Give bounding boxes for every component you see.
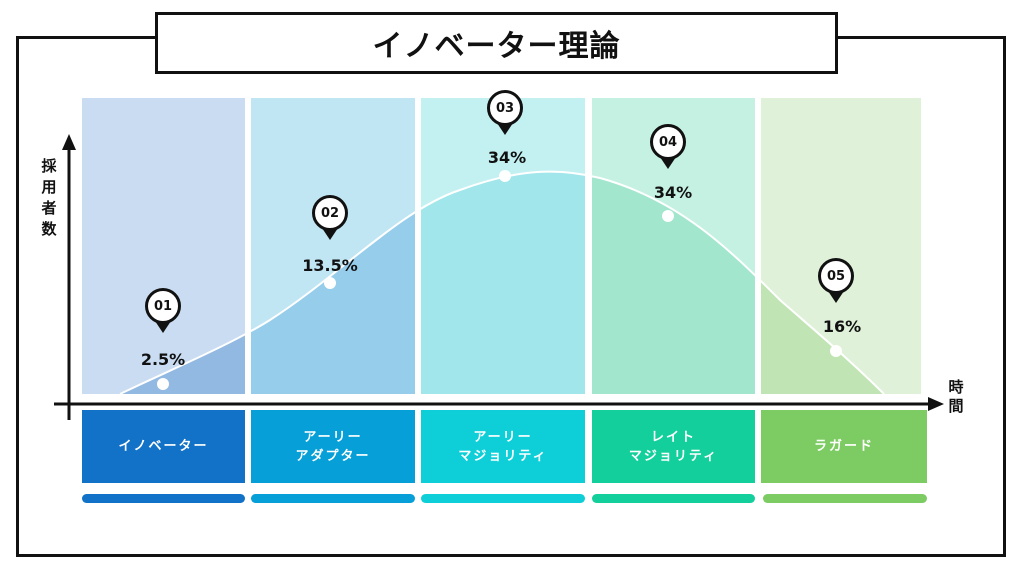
percent-label-02: 13.5%	[302, 256, 358, 275]
adoption-curve	[119, 170, 885, 395]
panel-innovators	[82, 98, 245, 394]
pin-pointer-icon	[155, 321, 171, 333]
curve-fill	[120, 171, 884, 394]
marker-number: 03	[487, 90, 523, 126]
percent-label-01: 2.5%	[140, 350, 186, 369]
y-axis-arrow-icon	[62, 134, 76, 150]
percent-label-03: 34%	[487, 148, 527, 167]
marker-pin-03: 03	[487, 90, 523, 140]
marker-pin-02: 02	[312, 195, 348, 245]
pin-pointer-icon	[660, 157, 676, 169]
category-laggards: ラガード	[761, 410, 927, 483]
pin-pointer-icon	[322, 228, 338, 240]
percent-label-04: 34%	[653, 183, 693, 202]
data-point-04	[662, 210, 674, 222]
color-bar-late-majority	[592, 494, 755, 503]
percent-label-05: 16%	[822, 317, 862, 336]
y-axis-label: 採 用 者 数	[41, 157, 57, 238]
marker-number: 02	[312, 195, 348, 231]
x-axis-label: 時 間	[948, 378, 964, 415]
color-bar-laggards	[763, 494, 927, 503]
marker-number: 04	[650, 124, 686, 160]
color-bar-innovators	[82, 494, 245, 503]
pin-pointer-icon	[828, 291, 844, 303]
color-bar-early-majority	[421, 494, 585, 503]
title-box: イノベーター理論	[155, 12, 838, 74]
page-title: イノベーター理論	[372, 29, 621, 64]
marker-number: 05	[818, 258, 854, 294]
pin-pointer-icon	[497, 123, 513, 135]
data-point-02	[324, 277, 336, 289]
category-innovators: イノベーター	[82, 410, 245, 483]
data-point-05	[830, 345, 842, 357]
data-point-01	[157, 378, 169, 390]
marker-number: 01	[145, 288, 181, 324]
marker-pin-01: 01	[145, 288, 181, 338]
marker-pin-05: 05	[818, 258, 854, 308]
color-bar-early-adopters	[251, 494, 415, 503]
data-point-03	[499, 170, 511, 182]
category-early-majority: アーリー マジョリティ	[421, 410, 585, 483]
category-early-adopters: アーリー アダプター	[251, 410, 415, 483]
x-axis-arrow-icon	[928, 397, 944, 411]
category-late-majority: レイト マジョリティ	[592, 410, 755, 483]
marker-pin-04: 04	[650, 124, 686, 174]
